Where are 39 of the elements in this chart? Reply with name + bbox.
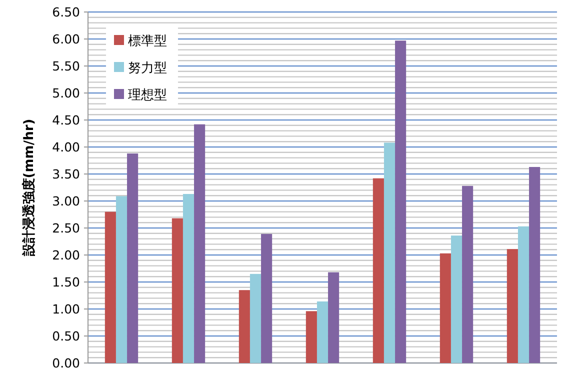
y-tick-label: 3.50 <box>52 166 80 182</box>
y-tick-label: 1.50 <box>52 274 80 290</box>
bar <box>250 274 262 363</box>
bar <box>506 249 518 363</box>
y-tick-label: 3.00 <box>52 194 80 208</box>
bar <box>384 142 396 363</box>
legend-label: 標準型 <box>128 34 167 49</box>
bar <box>104 212 116 363</box>
y-tick-label: 2.00 <box>52 248 80 262</box>
y-tick-label: 2.50 <box>52 220 80 236</box>
y-axis-title: 設計浸透強度(mm/hr) <box>21 118 37 258</box>
bar <box>316 301 328 363</box>
bar <box>518 226 530 363</box>
bar <box>182 194 194 363</box>
bar <box>238 290 250 363</box>
y-tick-label: 6.50 <box>52 4 80 20</box>
bar <box>306 311 317 363</box>
bar <box>529 166 540 363</box>
legend-label: 努力型 <box>128 61 167 76</box>
bar <box>462 186 474 363</box>
y-tick-label: 4.00 <box>52 140 80 154</box>
bar <box>261 234 272 363</box>
bar <box>194 124 206 363</box>
y-tick-label: 5.00 <box>52 86 80 100</box>
bar <box>395 40 406 363</box>
bar <box>172 218 183 363</box>
bar <box>372 178 384 363</box>
legend-label: 理想型 <box>128 88 167 103</box>
y-tick-label: 5.50 <box>52 58 80 74</box>
bar <box>127 153 138 363</box>
bar <box>328 272 340 363</box>
y-tick-label: 0.00 <box>52 356 80 370</box>
bar <box>116 196 128 363</box>
y-tick-label: 6.00 <box>52 32 80 46</box>
y-tick-label: 1.00 <box>52 302 80 316</box>
bar <box>440 253 451 363</box>
bar <box>450 236 462 363</box>
y-tick-label: 4.50 <box>52 112 80 128</box>
y-tick-label: 0.50 <box>52 328 80 344</box>
